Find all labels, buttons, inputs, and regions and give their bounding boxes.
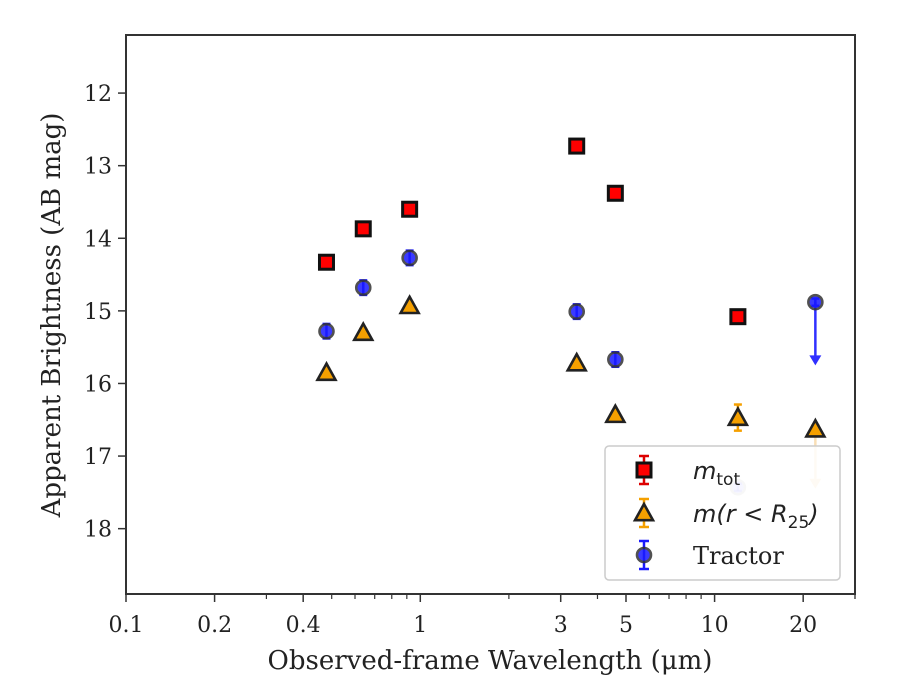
y-axis-title: Apparent Brightness (AB mag) [37, 113, 67, 519]
x-tick-label: 0.4 [286, 613, 321, 638]
series-triangle [315, 294, 827, 489]
legend-marker [632, 501, 656, 522]
data-point [352, 320, 375, 342]
legend-label: m(r < R25) [693, 500, 819, 533]
data-point [398, 294, 421, 315]
data-point [317, 253, 335, 271]
data-point [807, 293, 824, 311]
x-axis-title: Observed-frame Wavelength (μm) [268, 646, 713, 676]
x-tick-label: 3 [554, 613, 568, 638]
plot-layer [315, 137, 827, 496]
upper-limit-arrow [809, 302, 822, 366]
data-point [804, 417, 827, 438]
legend-item: m(r < R25) [632, 497, 819, 533]
legend: mtot m(r < R25) Tractor [604, 445, 841, 581]
series-square [317, 137, 747, 326]
x-tick-label: 10 [701, 613, 729, 638]
legend-item: Tractor [635, 539, 784, 571]
legend-box [604, 445, 841, 581]
y-tick-label: 17 [84, 445, 112, 470]
data-point [401, 249, 418, 267]
data-point [315, 360, 338, 382]
y-tick-label: 12 [84, 82, 112, 107]
data-point [726, 405, 750, 427]
x-tick-label: 0.1 [109, 613, 144, 638]
y-tick-label: 15 [84, 300, 112, 325]
x-tick-label: 1 [413, 613, 427, 638]
legend-label: mtot [693, 457, 740, 490]
data-point [607, 351, 624, 368]
x-tick-label: 5 [619, 613, 633, 638]
data-point [565, 351, 588, 372]
data-point [318, 322, 335, 340]
y-tick-label: 13 [84, 155, 112, 180]
y-tick-label: 16 [84, 372, 112, 397]
plot-frame [125, 34, 856, 595]
data-point [568, 137, 586, 155]
legend-marker [635, 461, 653, 479]
data-point [401, 200, 419, 218]
legend-label: Tractor [693, 542, 784, 570]
data-point [354, 279, 372, 296]
y-tick-label: 14 [84, 227, 112, 252]
data-point [354, 220, 372, 238]
x-tick-label: 0.2 [197, 613, 232, 638]
legend-marker [635, 546, 653, 564]
y-tick-label: 18 [84, 518, 112, 543]
legend-item: mtot [635, 454, 740, 490]
data-point [729, 308, 747, 326]
x-tick-label: 20 [789, 613, 817, 638]
data-point [606, 184, 624, 202]
data-point [568, 303, 586, 320]
data-point [604, 403, 627, 424]
